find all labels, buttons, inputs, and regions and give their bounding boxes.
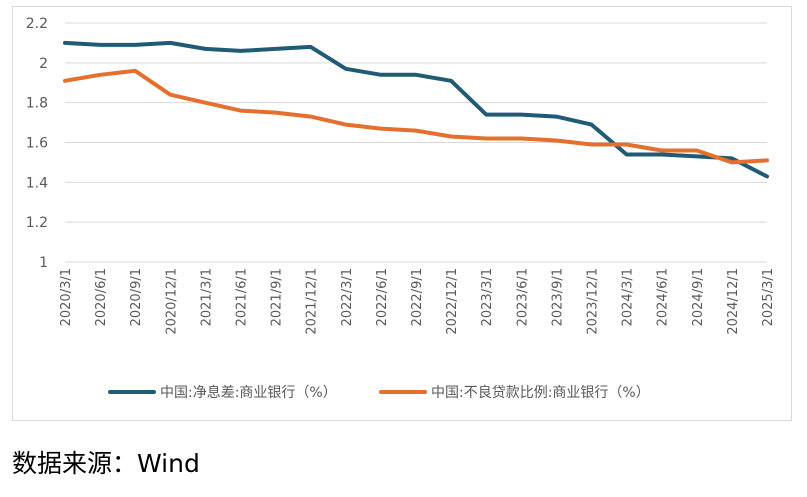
x-tick-label: 2021/3/1 bbox=[199, 268, 214, 326]
x-tick-label: 2023/3/1 bbox=[480, 268, 495, 326]
x-tick-label: 2023/9/1 bbox=[550, 268, 565, 326]
y-tick-label: 1 bbox=[39, 255, 48, 271]
line-chart: 1 1.2 1.4 1.6 1.8 2 2.2 2020/3/1 2020/6/1 2020/9/… bbox=[26, 16, 776, 401]
x-tick-label: 2023/12/1 bbox=[586, 268, 601, 335]
series-line-2 bbox=[63, 68, 769, 165]
source-note: 数据来源：Wind bbox=[12, 449, 200, 478]
legend-label-2: 中国:不良贷款比例:商业银行（%） bbox=[431, 385, 650, 401]
x-tick-label: 2020/3/1 bbox=[59, 268, 74, 326]
y-tick-label: 1.2 bbox=[26, 215, 48, 231]
x-tick-label: 2022/3/1 bbox=[340, 268, 355, 326]
y-tick-label: 1.6 bbox=[26, 136, 48, 152]
x-tick-label: 2024/3/1 bbox=[621, 268, 636, 326]
x-tick-label: 2022/6/1 bbox=[375, 268, 390, 326]
x-tick-label: 2021/6/1 bbox=[235, 268, 250, 326]
x-tick-label: 2021/9/1 bbox=[270, 268, 285, 326]
legend-label-1: 中国:净息差:商业银行（%） bbox=[160, 384, 337, 401]
x-tick-label: 2022/9/1 bbox=[410, 268, 425, 326]
x-tick-label: 2022/12/1 bbox=[445, 268, 460, 335]
x-tick-label: 2020/9/1 bbox=[129, 268, 144, 326]
x-tick-label: 2020/6/1 bbox=[94, 268, 109, 326]
y-tick-label: 1.4 bbox=[26, 175, 48, 191]
x-tick-label: 2025/3/1 bbox=[761, 268, 776, 326]
y-tick-label: 1.8 bbox=[26, 96, 48, 112]
x-tick-label: 2024/6/1 bbox=[656, 268, 671, 326]
x-tick-label: 2021/12/1 bbox=[305, 268, 320, 335]
x-tick-label: 2024/9/1 bbox=[691, 268, 706, 326]
y-tick-label: 2 bbox=[39, 56, 48, 72]
x-tick-label: 2024/12/1 bbox=[726, 268, 741, 335]
y-tick-label: 2.2 bbox=[26, 16, 48, 32]
x-tick-label: 2023/6/1 bbox=[515, 268, 530, 326]
x-tick-label: 2020/12/1 bbox=[164, 268, 179, 335]
series-line-1 bbox=[63, 40, 769, 179]
